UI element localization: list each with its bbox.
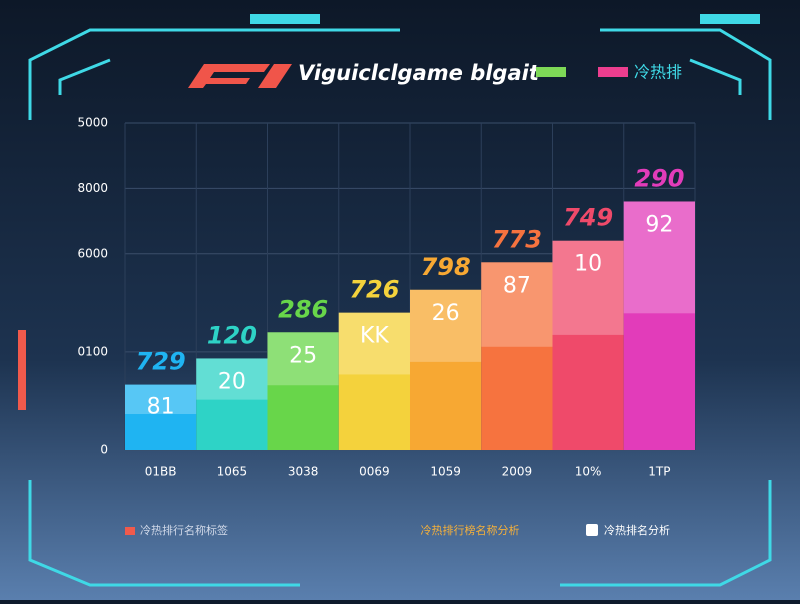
bar-highlight — [267, 332, 339, 386]
x-tick-label: 2009 — [502, 465, 533, 479]
bar-top-label: 120 — [207, 321, 257, 349]
bar-top-label: 286 — [278, 295, 328, 323]
footer-text: 冷热排行名称标签 — [140, 523, 228, 537]
y-tick-label: 0100 — [77, 344, 108, 358]
x-tick-label: 10% — [575, 465, 602, 479]
bar — [481, 262, 553, 450]
bar-top-label: 749 — [563, 204, 613, 232]
bar — [125, 384, 197, 450]
bar — [623, 201, 695, 450]
bar-inner-label: 92 — [645, 212, 673, 237]
bar-inner-label: 87 — [503, 273, 531, 298]
legend-swatch — [598, 67, 628, 77]
bar-inner-label: 20 — [218, 369, 246, 394]
bar-highlight — [338, 312, 410, 375]
footer-text: 冷热排名分析 — [604, 523, 670, 537]
bar-top-label: 729 — [136, 348, 186, 376]
bar-top-label: 726 — [349, 276, 399, 304]
bar-top-label: 290 — [634, 164, 684, 192]
bar-highlight — [125, 384, 197, 415]
bar — [267, 332, 339, 450]
logo — [188, 64, 292, 88]
frame — [28, 28, 772, 587]
bar-inner-label: KK — [360, 324, 389, 349]
bar-inner-label: 26 — [432, 301, 460, 326]
chart-title: Viguiclclgame blgait — [298, 61, 540, 85]
bar — [552, 240, 624, 450]
y-tick-label: 8000 — [77, 181, 108, 195]
frame-accent — [250, 14, 320, 24]
side-accent — [18, 330, 26, 410]
bar-highlight — [196, 358, 268, 400]
y-tick-label: 6000 — [77, 246, 108, 260]
footer-text: 冷热排行榜名称分析 — [421, 523, 520, 537]
footer-icon — [125, 527, 135, 535]
bar-inner-label: 81 — [147, 394, 175, 419]
bar-highlight — [623, 201, 695, 314]
x-tick-label: 0069 — [359, 465, 390, 479]
bar — [410, 289, 482, 450]
y-tick-label: 5000 — [77, 116, 108, 130]
bar — [338, 312, 410, 450]
x-tick-label: 1TP — [648, 465, 670, 479]
legend-swatch — [536, 67, 566, 77]
y-tick-label: 0 — [100, 443, 108, 457]
x-tick-label: 1059 — [430, 465, 461, 479]
bar-inner-label: 25 — [289, 343, 317, 368]
frame-accent — [700, 14, 760, 24]
x-tick-label: 1065 — [217, 465, 248, 479]
bar-highlight — [410, 289, 482, 362]
bar-highlight — [481, 262, 553, 347]
bar-highlight — [552, 240, 624, 335]
bar-top-label: 773 — [492, 225, 542, 253]
plot: 0 0100 6000 8000 5000 01BB 729 81 1065 120 20 3038 2… — [77, 116, 696, 479]
x-tick-label: 3038 — [288, 465, 319, 479]
bar-top-label: 798 — [421, 253, 471, 281]
bar-inner-label: 10 — [574, 252, 602, 277]
bar — [196, 358, 268, 450]
x-tick-label: 01BB — [145, 465, 177, 479]
legend-label: 冷热排 — [634, 63, 682, 82]
footer-icon — [586, 524, 598, 536]
